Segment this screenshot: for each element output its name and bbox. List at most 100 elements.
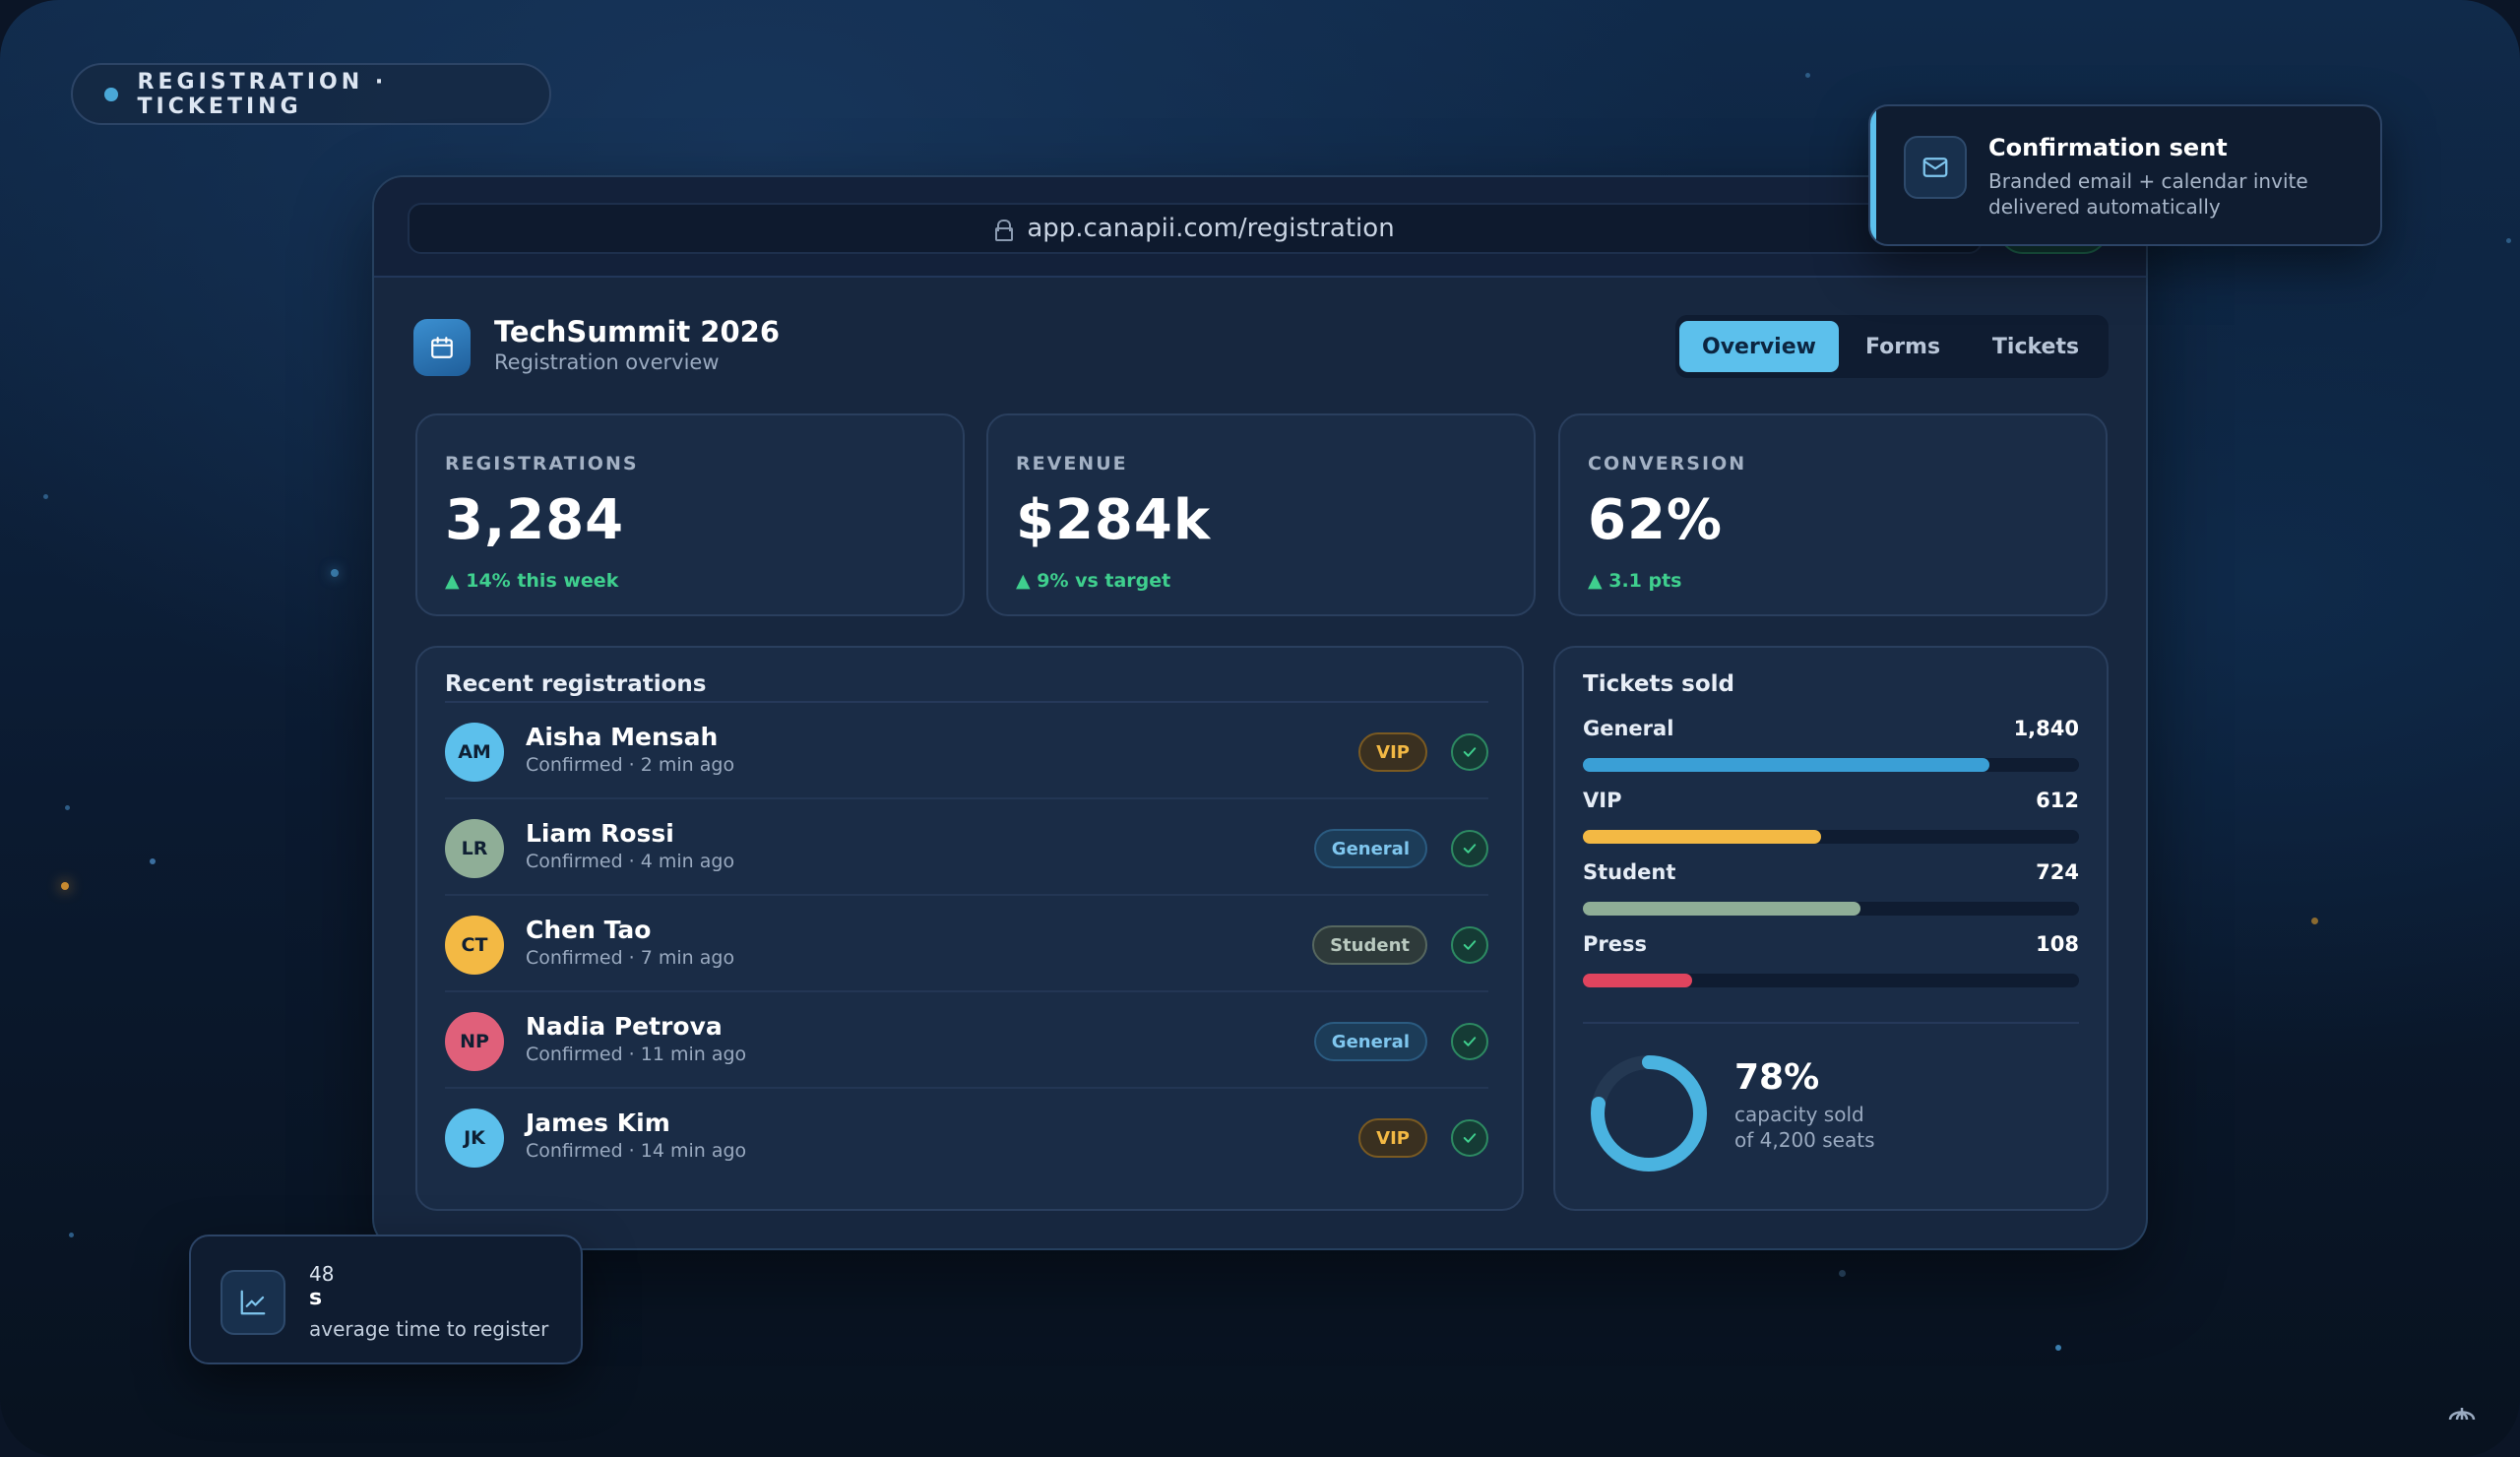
avatar: CT: [445, 916, 504, 975]
avatar: JK: [445, 1109, 504, 1168]
progress-track: [1583, 830, 2079, 844]
tab-tickets[interactable]: Tickets: [1991, 334, 2080, 359]
ambient-dot: [69, 1233, 74, 1237]
progress-fill: [1583, 758, 1990, 772]
ticket-badge: VIP: [1358, 1118, 1427, 1158]
ticket-type-name: Press: [1583, 932, 1647, 956]
avg-time-label: average time to register: [309, 1317, 549, 1341]
stat-label: CONVERSION: [1588, 453, 1747, 475]
progress-fill: [1583, 830, 1821, 844]
lock-icon: [995, 220, 1014, 241]
stat-value: $284k: [1016, 488, 1212, 552]
attendee-name: Liam Rossi: [526, 819, 674, 848]
registration-status: Confirmed · 11 min ago: [526, 1044, 747, 1065]
toast-message: delivered automatically: [1988, 195, 2221, 219]
chart-icon: [220, 1270, 285, 1335]
panel-divider: [1583, 1022, 2079, 1024]
stat-delta: ▲ 3.1 pts: [1588, 570, 1682, 592]
registration-row[interactable]: LR Liam Rossi Confirmed · 4 min ago General: [445, 799, 1488, 896]
registration-row[interactable]: CT Chen Tao Confirmed · 7 min ago Student: [445, 896, 1488, 992]
stat-card-registrations: REGISTRATIONS 3,284 ▲ 14% this week: [415, 413, 965, 616]
capacity-donut: [1591, 1055, 1707, 1172]
tab-overview[interactable]: Overview: [1679, 321, 1839, 372]
check-icon: [1451, 926, 1488, 964]
capacity-label: capacity sold: [1734, 1103, 1864, 1126]
stat-card-revenue: REVENUE $284k ▲ 9% vs target: [986, 413, 1536, 616]
donut-arc: [1591, 1055, 1707, 1172]
registration-status: Confirmed · 7 min ago: [526, 947, 735, 969]
ticket-type-count: 108: [2036, 932, 2079, 956]
stat-delta: ▲ 14% this week: [445, 570, 619, 592]
registration-status: Confirmed · 14 min ago: [526, 1140, 747, 1162]
section-chip: REGISTRATION · TICKETING: [71, 63, 551, 125]
ticket-type-general: General 1,840: [1583, 717, 2079, 772]
registration-row[interactable]: JK James Kim Confirmed · 14 min ago VIP: [445, 1089, 1488, 1185]
stat-value: 3,284: [445, 488, 625, 552]
ambient-dot: [65, 805, 70, 810]
registration-row[interactable]: AM Aisha Mensah Confirmed · 2 min ago VIP: [445, 703, 1488, 799]
url-bar[interactable]: app.canapii.com/registration: [408, 203, 1983, 254]
chip-label: REGISTRATION · TICKETING: [137, 69, 388, 119]
ambient-dot: [2506, 238, 2511, 243]
check-icon: [1451, 830, 1488, 867]
page-subtitle: Registration overview: [494, 350, 720, 374]
ticket-type-count: 724: [2036, 860, 2079, 884]
capacity-seats: of 4,200 seats: [1734, 1128, 1875, 1152]
panel-title: Recent registrations: [445, 671, 707, 697]
stat-label: REGISTRATIONS: [445, 453, 639, 475]
ticket-type-press: Press 108: [1583, 932, 2079, 987]
avatar: NP: [445, 1012, 504, 1071]
ambient-dot: [2311, 918, 2318, 924]
attendee-name: Nadia Petrova: [526, 1012, 723, 1041]
stat-value: 62%: [1588, 488, 1724, 552]
stat-label: REVENUE: [1016, 453, 1128, 475]
recent-registrations-panel: Recent registrations AM Aisha Mensah Confi…: [415, 646, 1524, 1211]
ticket-type-count: 612: [2036, 789, 2079, 812]
chip-dot: [104, 87, 118, 101]
stat-card-conversion: CONVERSION 62% ▲ 3.1 pts: [1558, 413, 2108, 616]
brand-mark-icon: [2448, 1408, 2476, 1421]
ticket-type-name: Student: [1583, 860, 1676, 884]
progress-fill: [1583, 902, 1861, 916]
check-icon: [1451, 1023, 1488, 1060]
registration-row[interactable]: NP Nadia Petrova Confirmed · 11 min ago Gen…: [445, 992, 1488, 1089]
confirmation-toast: Confirmation sent Branded email + calend…: [1868, 104, 2382, 246]
panel-divider: [445, 701, 1488, 703]
registration-status: Confirmed · 4 min ago: [526, 851, 735, 872]
toast-title: Confirmation sent: [1988, 134, 2228, 161]
check-icon: [1451, 1119, 1488, 1157]
tickets-sold-panel: Tickets sold General 1,840 VIP 612 Student 72…: [1553, 646, 2109, 1211]
ticket-type-name: General: [1583, 717, 1674, 740]
avatar: AM: [445, 723, 504, 782]
ticket-badge: General: [1313, 829, 1427, 868]
progress-track: [1583, 758, 2079, 772]
ambient-dot: [1839, 1270, 1846, 1277]
avatar: LR: [445, 819, 504, 878]
ambient-dot: [61, 882, 69, 890]
avg-time-number: 48: [309, 1262, 335, 1286]
view-tabs: Overview Forms Tickets: [1675, 315, 2109, 378]
progress-fill: [1583, 974, 1692, 987]
mail-icon: [1904, 136, 1967, 199]
ticket-type-name: VIP: [1583, 789, 1622, 812]
attendee-name: Aisha Mensah: [526, 723, 719, 751]
panel-title: Tickets sold: [1583, 671, 1735, 697]
url-text: app.canapii.com/registration: [1027, 214, 1395, 243]
ticket-type-count: 1,840: [2013, 717, 2079, 740]
row-divider: [445, 990, 1488, 992]
calendar-icon: [413, 319, 471, 376]
toast-accent: [1870, 106, 1876, 244]
ambient-dot: [150, 858, 156, 864]
ticket-badge: General: [1313, 1022, 1427, 1061]
attendee-name: Chen Tao: [526, 916, 652, 944]
ambient-dot: [2055, 1345, 2061, 1351]
progress-track: [1583, 902, 2079, 916]
capacity-percent: 78%: [1734, 1057, 1820, 1098]
browser-bar: app.canapii.com/registration LIVE: [374, 177, 2146, 278]
tab-forms[interactable]: Forms: [1864, 334, 1941, 359]
registration-status: Confirmed · 2 min ago: [526, 754, 735, 776]
ambient-dot: [1805, 73, 1810, 78]
avg-time-unit: s: [309, 1286, 323, 1310]
ticket-badge: VIP: [1358, 732, 1427, 772]
